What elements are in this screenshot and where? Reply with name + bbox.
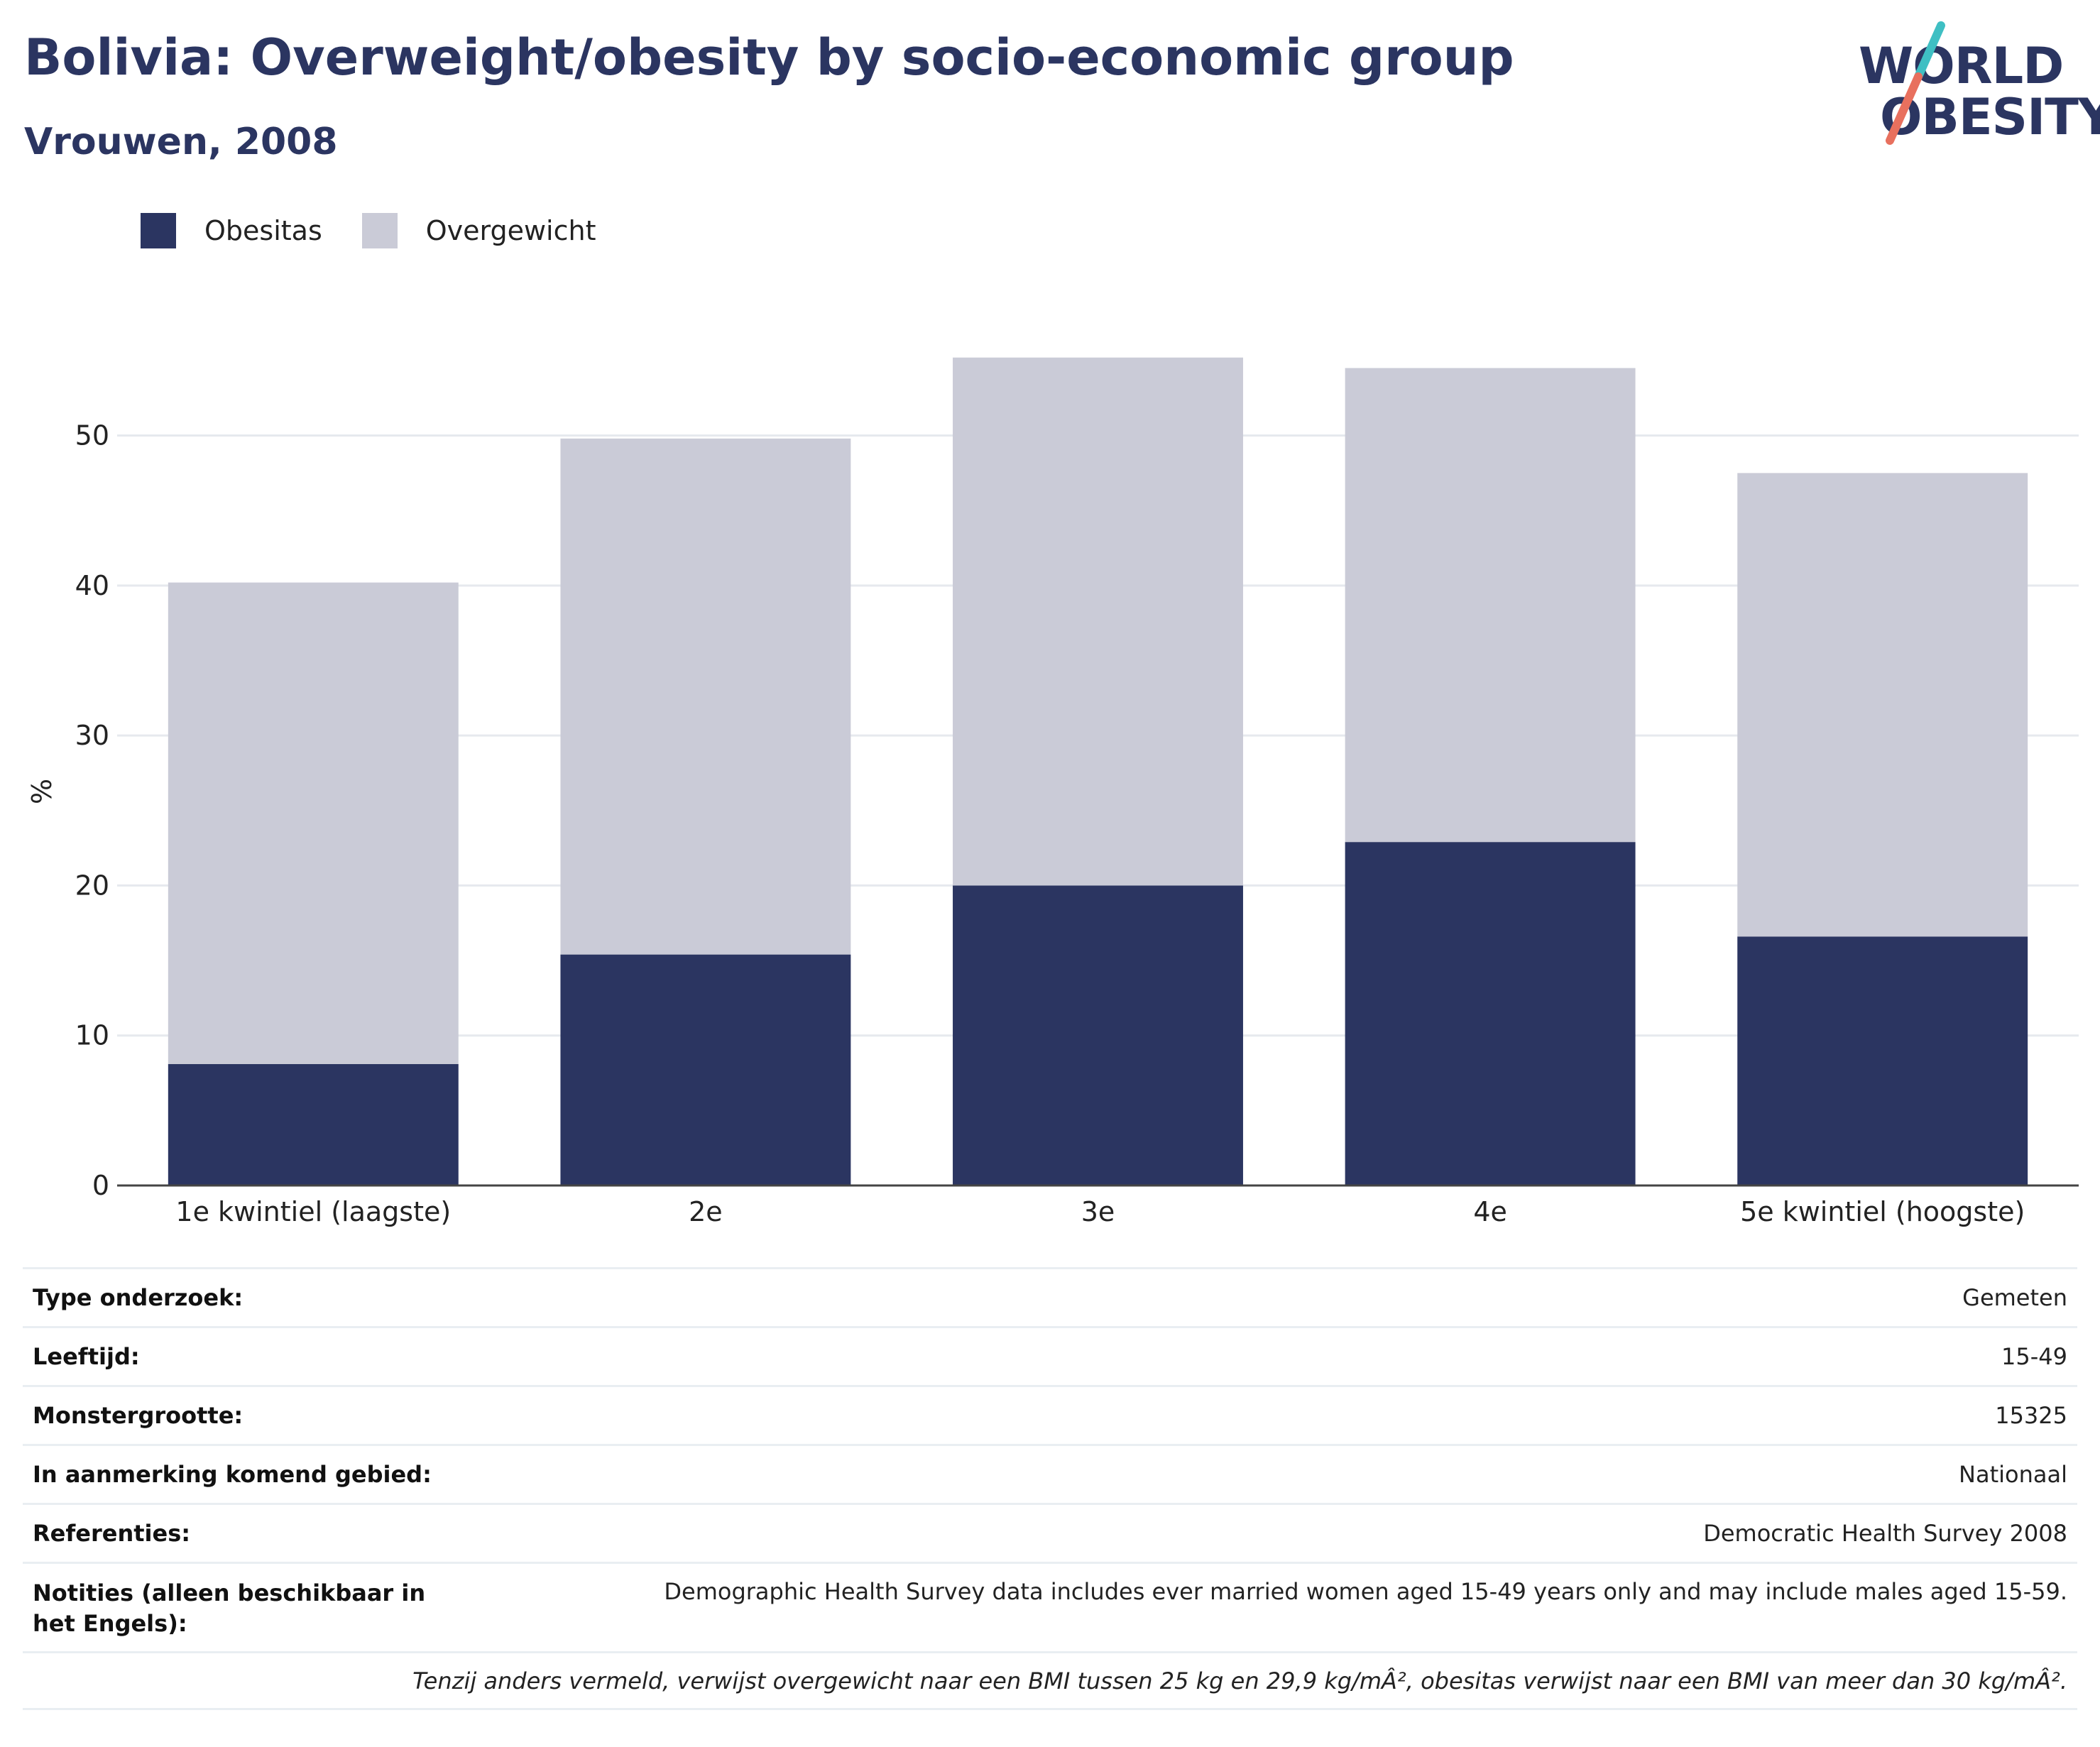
info-value: 15-49: [2001, 1343, 2067, 1370]
info-label: In aanmerking komend gebied:: [33, 1461, 432, 1488]
legend-item-obesitas[interactable]: Obesitas: [141, 213, 322, 248]
info-label: Notities (alleen beschikbaar in het Enge…: [33, 1579, 426, 1638]
bar-overgewicht-5[interactable]: [1737, 473, 2028, 937]
y-tick-label: 20: [75, 870, 109, 901]
y-tick-label: 10: [75, 1020, 109, 1051]
x-tick-label: 3e: [1081, 1196, 1115, 1227]
info-value: 15325: [1995, 1402, 2067, 1429]
info-row-notes: Notities (alleen beschikbaar in het Enge…: [23, 1562, 2077, 1651]
info-label: Monstergrootte:: [33, 1402, 244, 1429]
logo-text-world: WORLD: [1859, 37, 2064, 95]
logo-slash-icon: [1886, 21, 1945, 145]
legend-swatch-obesitas: [141, 213, 176, 248]
y-axis-label: %: [26, 779, 58, 804]
x-tick-label: 5e kwintiel (hoogste): [1740, 1196, 2025, 1227]
bar-overgewicht-1[interactable]: [168, 582, 459, 1064]
bar-obesitas-5[interactable]: [1737, 936, 2028, 1185]
info-value: Democratic Health Survey 2008: [1703, 1520, 2067, 1547]
legend-item-overgewicht[interactable]: Overgewicht: [361, 213, 596, 248]
bar-overgewicht-2[interactable]: [560, 438, 851, 955]
x-tick-label: 2e: [689, 1196, 723, 1227]
info-value: Nationaal: [1959, 1461, 2067, 1488]
x-axis-ticks: 1e kwintiel (laagste) 2e 3e 4e 5e kwintiel (…: [175, 1196, 2025, 1227]
bar-obesitas-1[interactable]: [168, 1063, 459, 1185]
bar-chart: 0 10 20 30 40 50 1e kwintiel (laagste) 2e 3e 4e 5…: [26, 357, 2079, 1227]
y-tick-label: 40: [75, 570, 109, 601]
info-row-age: Leeftijd: 15-49: [23, 1326, 2077, 1385]
info-label: Type onderzoek:: [33, 1284, 244, 1311]
chart-title: Bolivia: Overweight/obesity by socio-eco…: [24, 28, 1514, 87]
y-axis-ticks: 0 10 20 30 40 50: [75, 420, 109, 1201]
info-row-area: In aanmerking komend gebied: Nationaal: [23, 1444, 2077, 1503]
legend-label-overgewicht: Overgewicht: [425, 215, 596, 246]
bar-obesitas-2[interactable]: [560, 954, 851, 1185]
info-label: Leeftijd:: [33, 1343, 140, 1370]
x-tick-label: 4e: [1473, 1196, 1507, 1227]
y-tick-label: 0: [92, 1170, 109, 1201]
footnote-text: Tenzij anders vermeld, verwijst overgewi…: [412, 1667, 2067, 1694]
legend: Obesitas Overgewicht: [141, 209, 636, 252]
chart-subtitle: Vrouwen, 2008: [24, 121, 338, 163]
bar-obesitas-3[interactable]: [953, 885, 1243, 1185]
bars: [168, 357, 2028, 1185]
bar-overgewicht-4[interactable]: [1345, 368, 1636, 843]
x-tick-label: 1e kwintiel (laagste): [175, 1196, 451, 1227]
y-tick-label: 30: [75, 720, 109, 751]
info-row-type: Type onderzoek: Gemeten: [23, 1267, 2077, 1326]
bar-overgewicht-3[interactable]: [953, 357, 1243, 886]
y-tick-label: 50: [75, 420, 109, 451]
info-row-references: Referenties: Democratic Health Survey 20…: [23, 1503, 2077, 1562]
info-table: Type onderzoek: Gemeten Leeftijd: 15-49 …: [23, 1267, 2077, 1710]
logo-text-obesity: OBESITY: [1880, 88, 2100, 146]
info-value: Gemeten: [1962, 1284, 2067, 1311]
legend-label-obesitas: Obesitas: [204, 215, 322, 246]
info-value: Demographic Health Survey data includes …: [664, 1578, 2067, 1605]
bar-obesitas-4[interactable]: [1345, 842, 1636, 1185]
info-footnote: Tenzij anders vermeld, verwijst overgewi…: [23, 1651, 2077, 1710]
legend-swatch-overgewicht: [361, 213, 398, 248]
info-row-sample-size: Monstergrootte: 15325: [23, 1385, 2077, 1444]
info-label: Referenties:: [33, 1520, 191, 1547]
world-obesity-logo: WORLD OBESITY: [1846, 21, 2100, 156]
